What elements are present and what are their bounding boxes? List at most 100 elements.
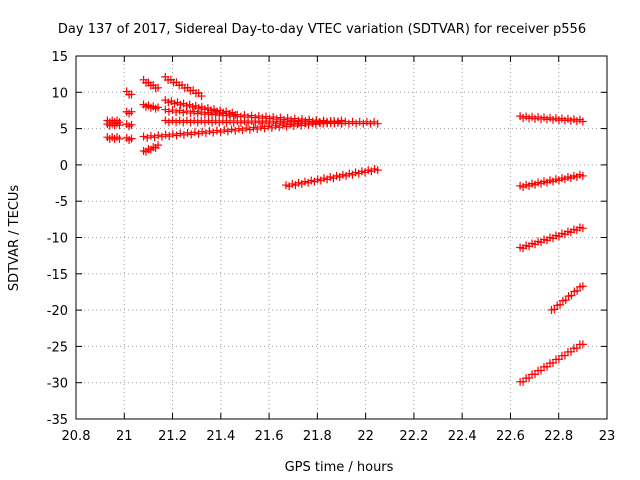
data-point [233, 116, 242, 125]
data-point [187, 130, 196, 139]
series-track-c [103, 133, 124, 143]
data-point [215, 111, 224, 120]
data-point [127, 120, 136, 129]
x-tick-label: 22.6 [496, 429, 525, 444]
data-point [209, 128, 218, 137]
data-point [211, 116, 220, 125]
data-point [172, 108, 181, 117]
data-point [297, 121, 306, 130]
data-point [567, 291, 576, 300]
data-point [573, 286, 582, 295]
data-point [269, 117, 278, 126]
data-point [253, 125, 262, 134]
data-point [578, 340, 587, 349]
data-point [352, 119, 361, 128]
data-point [262, 117, 271, 126]
data-point [242, 124, 251, 133]
data-point [244, 118, 253, 127]
chart-title: Day 137 of 2017, Sidereal Day-to-day VTE… [58, 22, 586, 37]
data-point [176, 129, 185, 138]
data-point [556, 300, 565, 309]
series-track-u [516, 340, 587, 386]
x-tick-label: 21.4 [206, 429, 235, 444]
data-point [168, 116, 177, 125]
series-track-t [547, 282, 587, 314]
y-tick-label: -15 [47, 268, 68, 283]
data-point [222, 111, 231, 120]
data-point [197, 116, 206, 125]
data-point [355, 117, 364, 126]
data-points [103, 72, 587, 386]
data-point [229, 118, 238, 127]
data-point [337, 116, 346, 125]
x-tick-label: 21.8 [303, 429, 332, 444]
data-point [168, 106, 177, 115]
data-point [373, 119, 382, 128]
data-point [179, 108, 188, 117]
data-point [267, 123, 276, 132]
data-point [186, 109, 195, 118]
data-point [194, 129, 203, 138]
tick-labels: 20.8 21 21.2 21.4 21.6 21.8 22 22.2 22.4 22.6 22.8… [47, 50, 616, 444]
series-track-e [122, 107, 136, 118]
data-point [226, 116, 235, 125]
data-point [218, 109, 227, 118]
series-track-q [516, 112, 587, 126]
data-point [154, 141, 163, 150]
data-point [212, 126, 221, 135]
data-point [240, 117, 249, 126]
y-axis-label: SDTVAR / TECUs [7, 185, 22, 292]
data-point [348, 117, 357, 126]
data-point [561, 296, 570, 305]
data-point [193, 118, 202, 127]
data-point [344, 119, 353, 128]
x-tick-label: 22 [357, 429, 374, 444]
y-tick-label: 10 [51, 86, 68, 101]
data-point [550, 305, 559, 314]
series-track-b [103, 119, 124, 130]
series-track-d [122, 87, 136, 99]
x-tick-label: 23 [599, 429, 616, 444]
x-tick-label: 22.2 [399, 429, 428, 444]
data-point [282, 122, 291, 131]
data-point [326, 119, 335, 128]
data-point [205, 127, 214, 136]
data-point [245, 125, 254, 134]
data-point [175, 106, 184, 115]
data-point [157, 132, 166, 141]
data-point [115, 121, 124, 130]
series-track-g [122, 133, 136, 144]
y-tick-label: -25 [47, 340, 68, 355]
data-point [201, 129, 210, 138]
y-tick-label: -20 [47, 304, 68, 319]
y-tick-label: -10 [47, 232, 68, 247]
data-point [341, 117, 350, 126]
data-point [289, 122, 298, 131]
data-point [223, 127, 232, 136]
y-tick-label: 0 [60, 159, 68, 174]
data-point [179, 118, 188, 127]
x-tick-label: 21.2 [158, 429, 187, 444]
x-tick-label: 20.8 [62, 429, 91, 444]
data-point [293, 120, 302, 129]
data-point [179, 130, 188, 139]
data-point [258, 118, 267, 127]
y-tick-label: -30 [47, 377, 68, 392]
series-track-j [139, 141, 163, 156]
data-point [578, 282, 587, 291]
series-track-o [139, 116, 346, 142]
y-tick-label: 15 [51, 50, 68, 65]
data-point [172, 131, 181, 140]
data-point [154, 83, 163, 92]
data-point [198, 127, 207, 136]
data-point [146, 131, 155, 140]
data-point [256, 122, 265, 131]
data-point [127, 90, 136, 99]
data-point [172, 118, 181, 127]
data-point [197, 108, 206, 117]
data-point [315, 118, 324, 127]
data-point [333, 118, 342, 127]
data-point [197, 92, 206, 101]
data-point [154, 103, 163, 112]
